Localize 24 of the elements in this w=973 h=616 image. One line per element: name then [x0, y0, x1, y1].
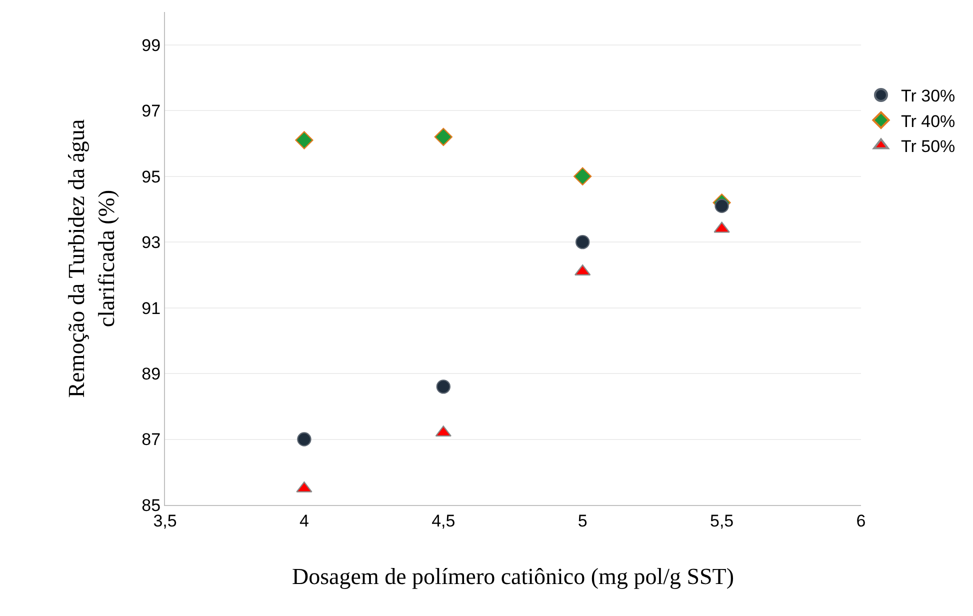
- x-tick-label: 4: [299, 511, 309, 530]
- y-tick-label: 93: [142, 233, 161, 252]
- point: [714, 198, 729, 214]
- legend-label: Tr 50%: [901, 136, 956, 156]
- y-axis-title: Remoção da Turbidez da água clarificada (%): [64, 119, 120, 398]
- point: [574, 167, 592, 186]
- point: [295, 131, 314, 150]
- point: [297, 432, 312, 446]
- legend-label: Tr 30%: [901, 86, 956, 106]
- x-tick-label: 4,5: [432, 511, 456, 530]
- y-tick-label: 95: [142, 167, 161, 186]
- x-tick-label: 5,5: [710, 511, 734, 530]
- y-tick-label: 89: [142, 364, 161, 384]
- y-tick-label: 97: [142, 102, 161, 121]
- point: [434, 128, 452, 146]
- point: [576, 234, 590, 250]
- x-tick-label: 5: [578, 511, 588, 530]
- y-tick-label: 87: [142, 430, 161, 450]
- x-axis-title: Dosagem de polímero catiônico (mg pol/g SST): [292, 564, 734, 589]
- legend-label: Tr 40%: [901, 112, 956, 131]
- y-tick-label: 99: [142, 36, 161, 55]
- x-tick-label: 6: [856, 511, 866, 530]
- point: [436, 380, 450, 394]
- y-tick-label: 91: [142, 298, 161, 318]
